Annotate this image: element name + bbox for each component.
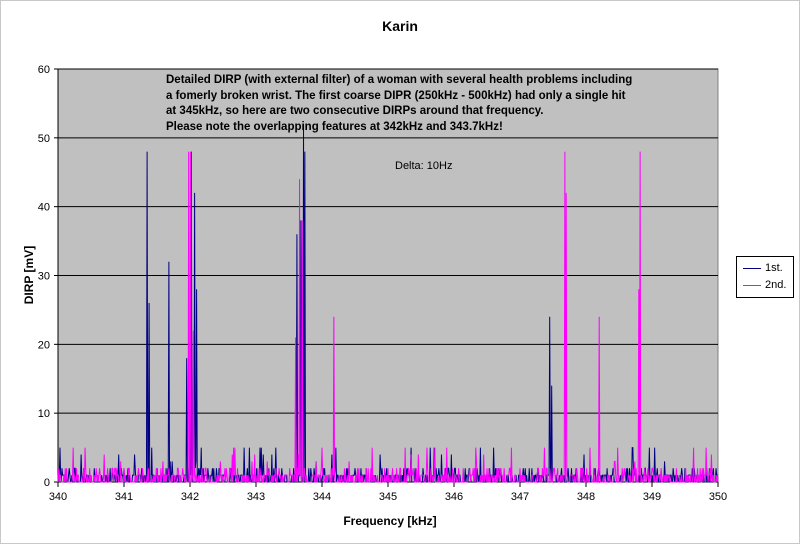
annotation-line: Please note the overlapping features at …: [166, 120, 503, 133]
x-tick-label: 349: [643, 491, 661, 503]
annotation-line: at 345kHz, so here are two consecutive D…: [166, 105, 544, 117]
chart-annotation: Detailed DIRP (with external filter) of …: [166, 73, 686, 135]
x-axis-label: Frequency [kHz]: [343, 514, 437, 528]
y-tick-label: 10: [38, 408, 50, 420]
y-axis-label: DIRP [mV]: [22, 245, 36, 305]
x-tick-label: 344: [313, 491, 331, 503]
annotation-line: Detailed DIRP (with external filter) of …: [166, 74, 633, 86]
legend: 1st. 2nd.: [736, 256, 794, 298]
x-tick-label: 346: [445, 491, 463, 503]
x-tick-label: 342: [181, 491, 199, 503]
x-tick-label: 343: [247, 491, 265, 503]
y-tick-label: 60: [38, 64, 50, 76]
chart-title: Karin: [382, 18, 418, 34]
annotation-line: a fomerly broken wrist. The first coarse…: [166, 89, 626, 102]
y-tick-label: 0: [44, 477, 50, 489]
legend-swatch-2nd: [743, 285, 761, 286]
x-tick-label: 340: [49, 491, 67, 503]
y-tick-label: 20: [38, 339, 50, 351]
series-line-2nd: [57, 151, 719, 483]
x-tick-label: 345: [379, 491, 397, 503]
x-tick-label: 341: [115, 491, 133, 503]
legend-label-2nd: 2nd.: [765, 279, 787, 291]
x-tick-label: 347: [511, 491, 529, 503]
delta-note: Delta: 10Hz: [395, 160, 453, 172]
y-tick-label: 30: [38, 271, 50, 283]
y-tick-label: 40: [38, 202, 50, 214]
x-tick-label: 348: [577, 491, 595, 503]
legend-label-1st: 1st.: [765, 262, 783, 274]
x-tick-label: 350: [709, 491, 727, 503]
legend-swatch-1st: [743, 268, 761, 269]
y-tick-label: 50: [38, 133, 50, 145]
